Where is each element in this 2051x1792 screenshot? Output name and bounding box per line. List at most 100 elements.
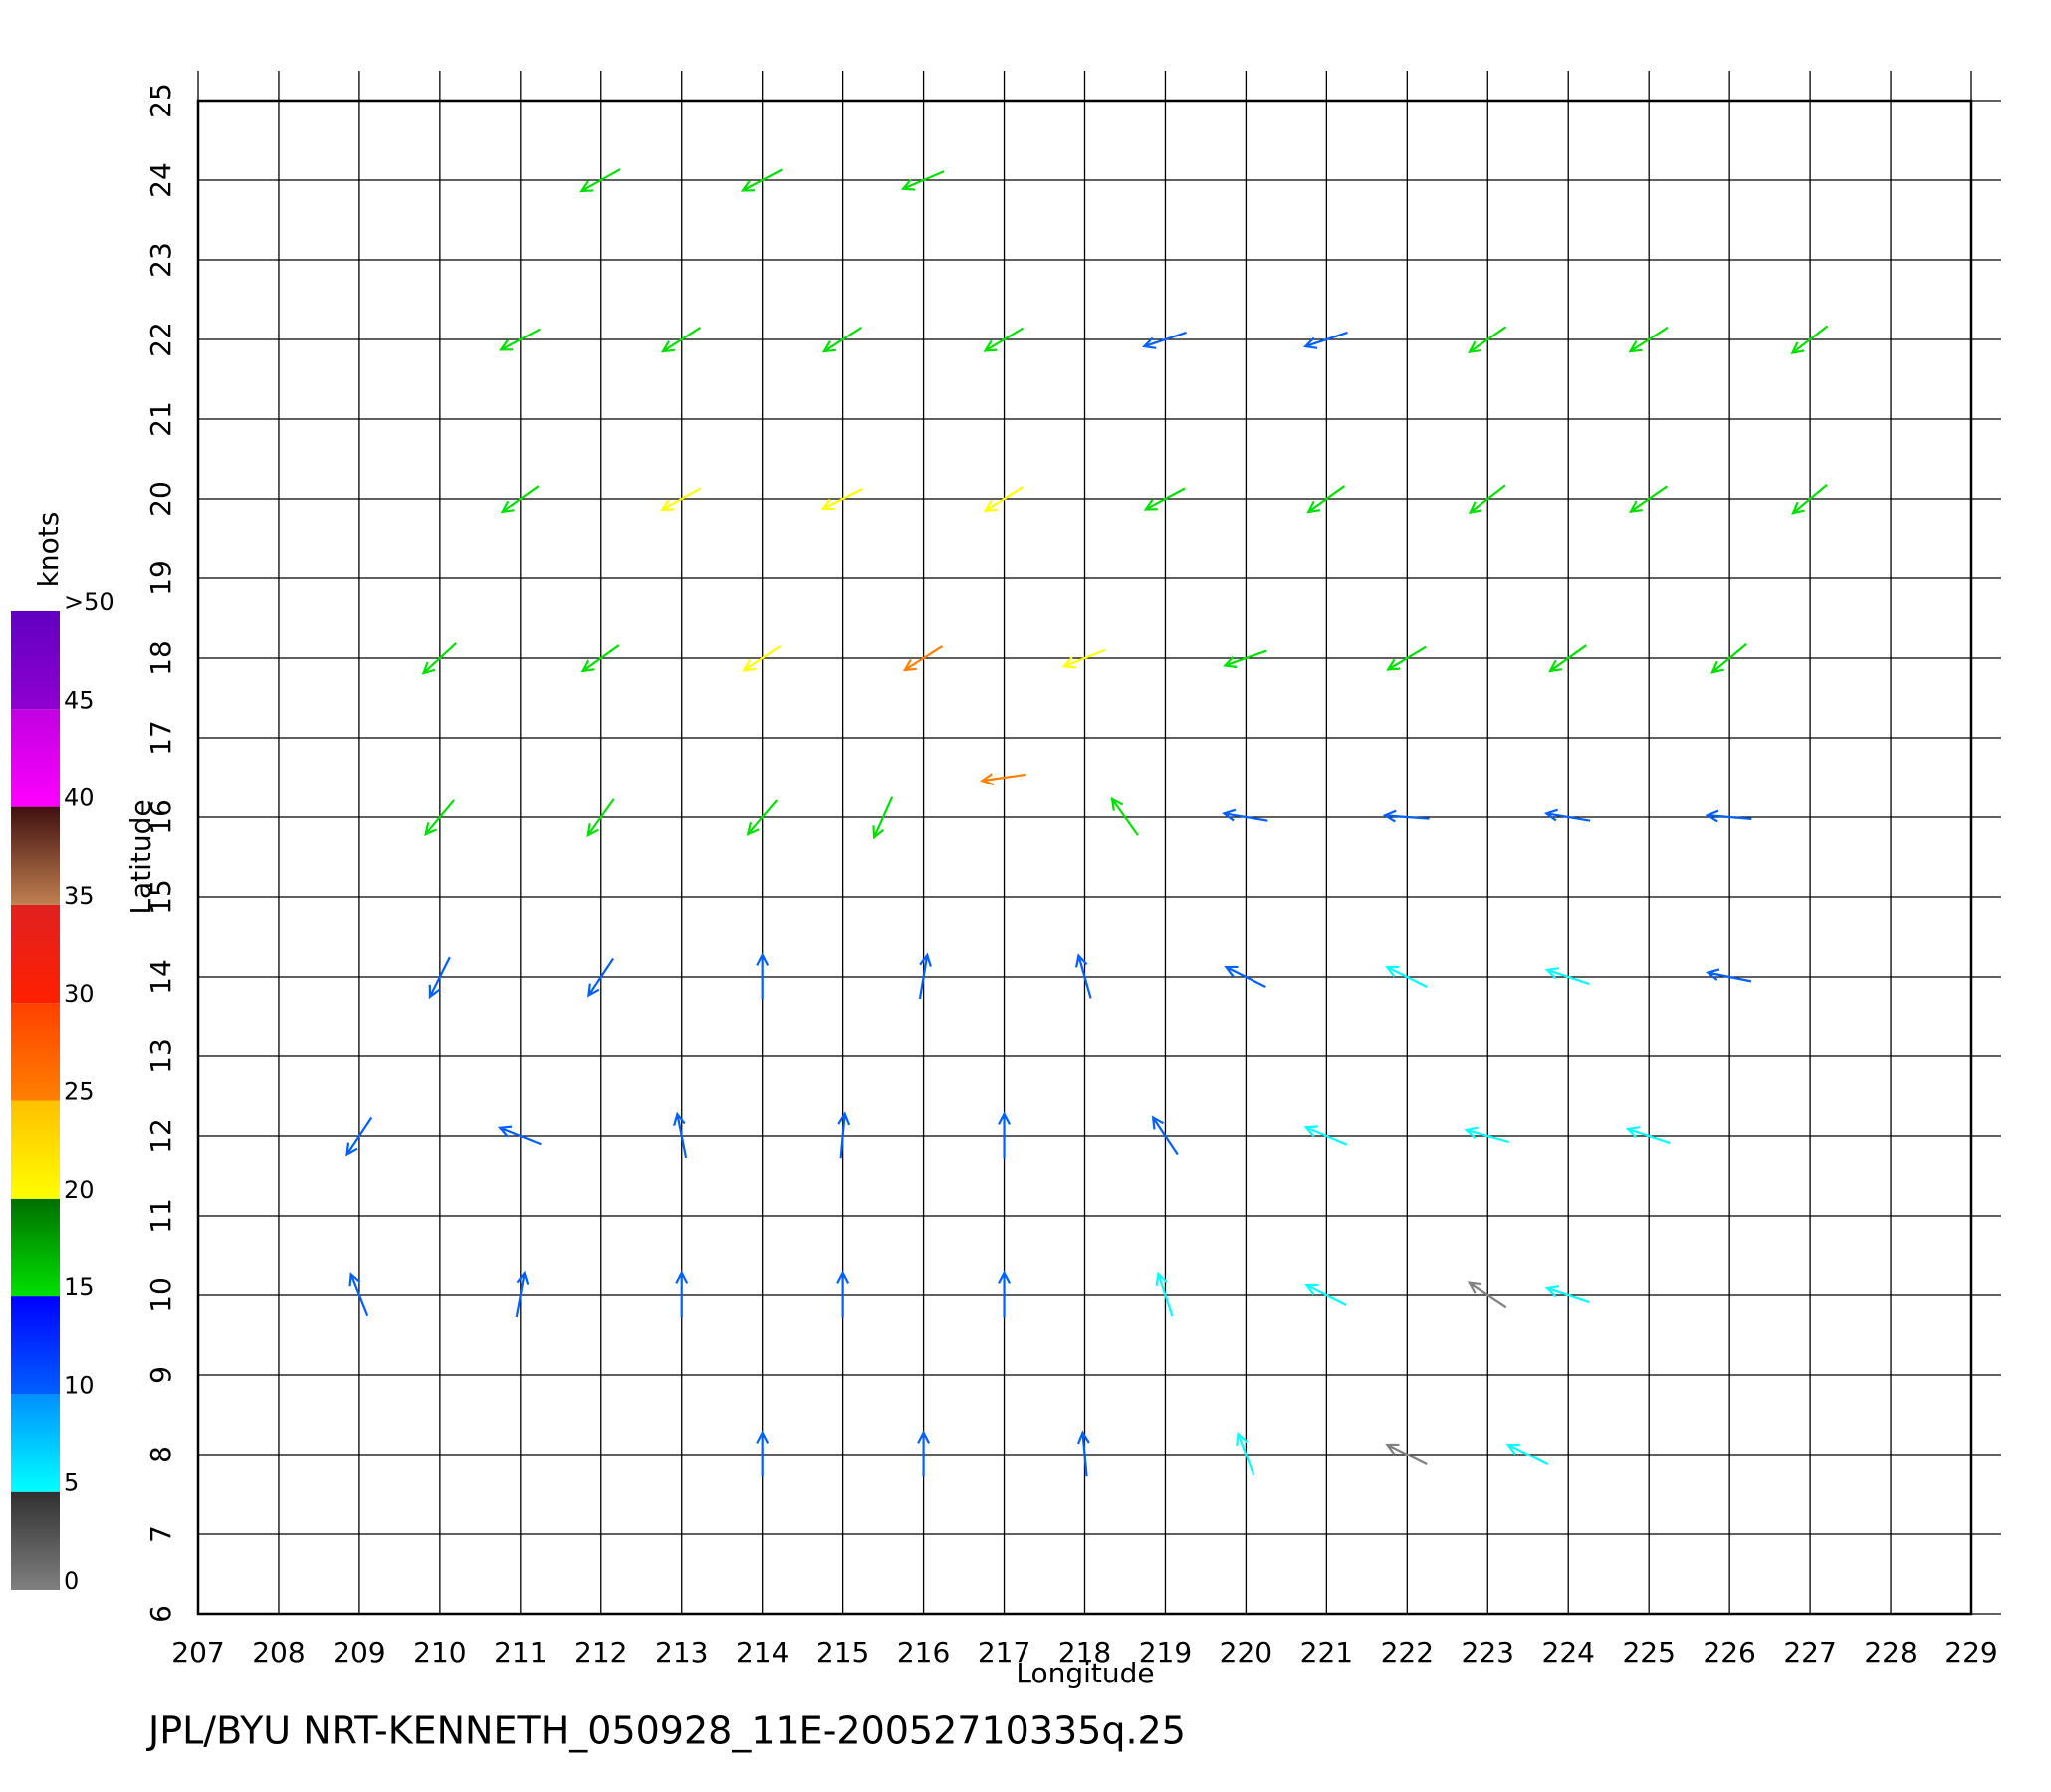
wind-vector: [746, 799, 779, 836]
wind-vector: [1710, 642, 1747, 674]
wind-vector: [660, 487, 702, 511]
x-tick-label: 215: [816, 1636, 869, 1669]
wind-vector: [587, 957, 615, 998]
y-tick-label: 22: [144, 322, 177, 357]
wind-vector: [1467, 326, 1507, 354]
wind-vector: [998, 1111, 1011, 1159]
plot-frame: [196, 99, 1973, 1616]
wind-vector: [1143, 487, 1186, 511]
wind-vector: [515, 1270, 530, 1318]
wind-vector: [497, 1125, 542, 1146]
wind-vector: [1077, 1430, 1090, 1477]
x-tick-label: 213: [655, 1636, 708, 1669]
x-tick-label: 216: [897, 1636, 950, 1669]
wind-vector: [1155, 1271, 1174, 1317]
wind-vector: [1151, 1115, 1179, 1156]
y-tick-label: 20: [144, 481, 177, 517]
wind-vector: [424, 799, 455, 836]
y-tick-label: 9: [144, 1366, 177, 1384]
colorbar-tick-label: 45: [64, 686, 95, 714]
wind-vector: [673, 1111, 688, 1159]
y-tick-label: 23: [144, 242, 177, 278]
wind-vector: [1224, 965, 1266, 988]
wind-vector: [836, 1270, 850, 1318]
wind-vector: [1791, 483, 1828, 515]
wind-vector: [500, 485, 540, 514]
wind-vector: [1464, 1126, 1509, 1144]
wind-vector: [1385, 965, 1428, 988]
wind-vector: [1223, 649, 1267, 669]
wind-vector: [980, 773, 1026, 786]
wind-vector: [1302, 331, 1348, 349]
wind-vector: [1236, 1431, 1255, 1476]
colorbar-segment: [11, 1296, 60, 1395]
wind-vector: [1110, 796, 1139, 836]
wind-vector: [499, 328, 542, 351]
y-tick-label: 6: [144, 1605, 177, 1623]
y-tick-label: 18: [144, 640, 177, 676]
wind-vector: [1505, 1443, 1549, 1465]
wind-vector: [1544, 967, 1590, 986]
y-tick-label: 25: [144, 83, 177, 118]
wind-vector: [1548, 644, 1587, 673]
x-axis-label: Longitude: [1016, 1657, 1154, 1689]
colorbar-segment: [11, 709, 60, 807]
chart-title: JPL/BYU NRT-KENNETH_050928_11E-200527103…: [146, 1709, 1186, 1753]
wind-vector: [1075, 953, 1092, 999]
y-tick-label: 24: [144, 162, 177, 198]
colorbar-tick-label: 35: [64, 882, 95, 910]
y-tick-label: 12: [144, 1118, 177, 1154]
x-tick-label: 209: [333, 1636, 385, 1669]
wind-vector: [917, 1430, 931, 1477]
colorbar-tick-label: 25: [64, 1078, 95, 1106]
x-tick-label: 226: [1703, 1636, 1755, 1669]
wind-vector: [1625, 1126, 1671, 1145]
wind-vector: [1385, 1443, 1428, 1465]
wind-vector: [1467, 1281, 1507, 1309]
x-tick-label: 221: [1300, 1636, 1353, 1669]
wind-vector: [740, 168, 783, 192]
wind-vector: [821, 327, 862, 353]
y-tick-label: 17: [144, 720, 177, 756]
x-tick-label: 222: [1381, 1636, 1434, 1669]
wind-vector: [1303, 1125, 1348, 1146]
x-tick-label: 211: [494, 1636, 547, 1669]
y-tick-label: 19: [144, 560, 177, 596]
colorbar-tick-label: 20: [64, 1176, 95, 1204]
x-tick-label: 217: [978, 1636, 1030, 1669]
wind-vector: [421, 642, 457, 675]
colorbar-tick-label: 15: [64, 1273, 95, 1301]
y-tick-label: 7: [144, 1525, 177, 1543]
x-tick-label: 207: [171, 1636, 224, 1669]
wind-vector: [872, 796, 894, 840]
wind-vector: [902, 645, 943, 672]
y-tick-label: 16: [144, 799, 177, 835]
y-axis-label: Latitude: [124, 799, 157, 914]
colorbar-segment: [11, 904, 60, 1004]
colorbar-tick-label: >50: [64, 588, 114, 616]
colorbar-segment: [11, 806, 60, 905]
wind-vector: [428, 956, 451, 1000]
y-tick-label: 14: [144, 959, 177, 995]
colorbar-segment: [11, 1394, 60, 1492]
wind-vector: [1705, 968, 1752, 983]
x-tick-label: 219: [1139, 1636, 1192, 1669]
y-tick-label: 11: [144, 1198, 177, 1233]
colorbar-segment: [11, 1100, 60, 1199]
wind-vector: [756, 952, 770, 1000]
y-tick-label: 10: [144, 1277, 177, 1313]
x-tick-label: 229: [1944, 1636, 1997, 1669]
wind-vector: [983, 327, 1025, 352]
colorbar-tick-label: 30: [64, 980, 95, 1008]
x-tick-label: 208: [252, 1636, 305, 1669]
colorbar-tick-label: 40: [64, 784, 95, 812]
x-tick-label: 214: [736, 1636, 789, 1669]
wind-vector: [1628, 327, 1669, 353]
x-tick-label: 228: [1864, 1636, 1917, 1669]
x-tick-label: 227: [1783, 1636, 1836, 1669]
wind-vector: [1142, 331, 1187, 349]
colorbar-label: knots: [32, 512, 65, 588]
colorbar-tick-label: 0: [64, 1567, 79, 1595]
wind-vector: [580, 644, 620, 673]
